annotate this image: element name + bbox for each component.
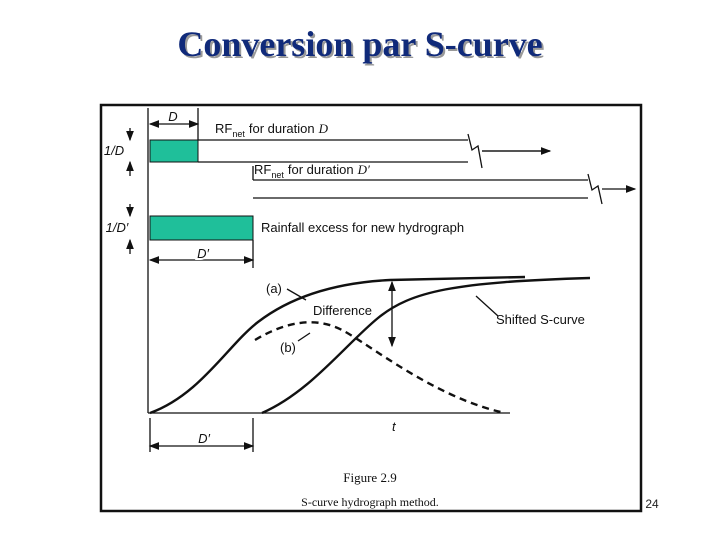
s-curve-a bbox=[149, 275, 526, 415]
label: net bbox=[271, 170, 284, 180]
label: 1/D bbox=[104, 143, 124, 158]
leader bbox=[475, 295, 499, 317]
rf-duration-bar bbox=[198, 133, 550, 169]
rf-duration-bar bbox=[253, 173, 603, 205]
label: net bbox=[232, 129, 245, 139]
shifted-s-curve bbox=[261, 276, 591, 415]
label: (a) bbox=[266, 281, 282, 296]
label: for duration bbox=[288, 162, 354, 177]
rainfall-block bbox=[149, 139, 199, 163]
page-number: 24 bbox=[645, 497, 659, 511]
label: for duration bbox=[249, 121, 315, 136]
label: Difference bbox=[313, 303, 372, 318]
caption: S-curve hydrograph method. bbox=[301, 495, 439, 509]
rainfall-block bbox=[149, 215, 254, 241]
difference-curve bbox=[254, 321, 506, 415]
label: D′ bbox=[357, 162, 370, 177]
label: D′ bbox=[198, 431, 210, 446]
label: 1/D′ bbox=[106, 220, 129, 235]
label: RF bbox=[215, 121, 232, 136]
label: D′ bbox=[197, 246, 209, 261]
label: RF bbox=[254, 162, 271, 177]
slide-title: Conversion par S-curve bbox=[177, 24, 542, 64]
label: D bbox=[318, 121, 329, 136]
x-axis-label: t bbox=[392, 419, 397, 434]
label: RFnet for duration D′ bbox=[254, 162, 370, 180]
leader bbox=[286, 288, 307, 301]
leader bbox=[297, 332, 311, 342]
label: D bbox=[168, 109, 177, 124]
figure: D 1/D RFnet for duration D RFnet for durati… bbox=[99, 103, 643, 513]
title-shadow: Conversion par S-curve bbox=[179, 26, 544, 66]
label: Rainfall excess for new hydrograph bbox=[261, 220, 464, 235]
label: Shifted S-curve bbox=[496, 312, 585, 327]
caption-number: Figure 2.9 bbox=[343, 470, 396, 485]
label: RFnet for duration D bbox=[215, 121, 329, 139]
label: (b) bbox=[280, 340, 296, 355]
